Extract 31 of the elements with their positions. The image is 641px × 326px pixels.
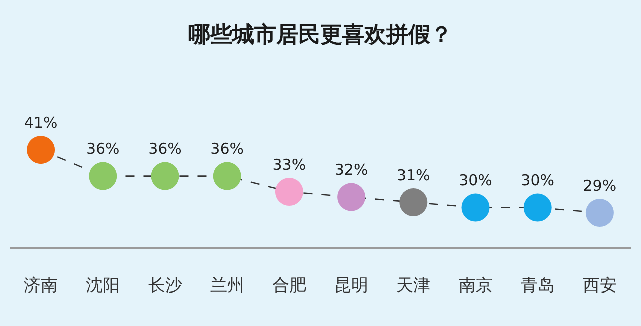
x-tick-label: 天津 [396,276,431,296]
data-label: 36% [210,140,244,158]
point [27,136,56,164]
x-tick-label: 西安 [582,276,617,296]
point [89,162,118,190]
data-label: 32% [334,161,368,180]
data-label: 36% [86,140,120,158]
data-label: 41% [24,114,58,132]
x-tick-label: 沈阳 [86,276,120,296]
data-label: 36% [148,140,182,158]
data-label: 31% [396,166,430,184]
x-tick-label: 合肥 [272,276,306,296]
x-tick-label: 南京 [458,276,493,296]
x-tick-label: 青岛 [520,276,555,296]
x-tick-label: 济南 [24,276,58,296]
data-label: 29% [583,176,617,195]
chart-title: 哪些城市居民更喜欢拼假？ [188,22,452,48]
x-tick-label: 长沙 [148,276,182,296]
point [586,199,614,227]
point [338,183,366,212]
point [213,162,242,190]
x-tick-label: 昆明 [334,276,369,296]
point [462,194,490,222]
data-label: 33% [272,156,306,174]
point [400,188,428,217]
x-tick-label: 兰州 [210,276,244,296]
point [151,162,180,190]
data-label: 30% [459,172,492,190]
point [524,194,552,222]
data-label: 30% [521,172,555,190]
point [275,178,304,206]
